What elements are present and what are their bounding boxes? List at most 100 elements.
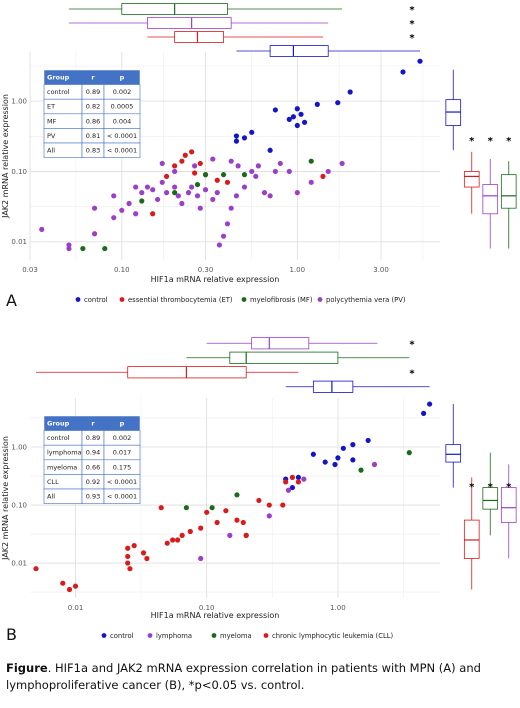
data-point [286, 168, 292, 175]
data-point [314, 101, 320, 107]
data-point [33, 566, 39, 572]
data-point [66, 586, 73, 593]
data-point [332, 461, 338, 468]
legend-label: myelofibrosis (MF) [250, 296, 313, 304]
data-point [66, 245, 72, 252]
x-tick-label: 0.03 [22, 266, 38, 274]
data-point [210, 156, 216, 162]
data-point [125, 553, 131, 560]
significance-mark: * [409, 368, 415, 379]
data-point [227, 532, 233, 538]
data-point [175, 193, 181, 199]
caption-text: . HIF1a and JAK2 mRNA expression correla… [6, 661, 481, 692]
data-point [285, 487, 292, 493]
table-cell: < 0.0001 [107, 478, 137, 486]
x-tick-label: 0.30 [198, 266, 214, 274]
table-cell: 0.82 [86, 103, 100, 111]
data-point [294, 106, 300, 112]
data-point [80, 245, 86, 252]
data-point [350, 442, 356, 448]
legend-label: lymphoma [156, 632, 192, 640]
box [482, 487, 499, 510]
data-point [183, 505, 189, 511]
data-point [301, 476, 307, 482]
x-tick-label: 0.10 [199, 604, 215, 612]
data-point [179, 532, 185, 538]
box [482, 184, 499, 215]
data-point [125, 560, 131, 566]
data-point [325, 168, 331, 175]
table-cell: 0.017 [113, 449, 132, 457]
data-point [308, 158, 314, 164]
data-point [189, 184, 195, 190]
legend-label: control [110, 632, 134, 640]
data-point [266, 502, 272, 508]
data-point [272, 107, 278, 113]
significance-mark: * [488, 136, 494, 147]
data-point [155, 196, 161, 203]
data-point [417, 58, 423, 64]
data-point [197, 160, 203, 167]
boxplot-x-myeloma [186, 351, 410, 364]
data-point [228, 205, 234, 211]
table-cell: 0.89 [86, 434, 100, 442]
x-tick-label: 0.10 [114, 266, 130, 274]
data-point [220, 233, 227, 239]
data-point [308, 179, 314, 185]
table-cell-box [103, 488, 141, 504]
table-cell: lymphoma [47, 449, 82, 457]
boxplot-y-myeloma: * [482, 452, 499, 536]
x-tick-label: 1.00 [290, 266, 306, 274]
panel-label: A [6, 291, 17, 310]
significance-mark: * [488, 482, 494, 493]
data-point [289, 484, 296, 491]
data-point [214, 177, 220, 183]
data-point [150, 211, 156, 217]
table-cell: < 0.0001 [107, 147, 137, 155]
table-cell: myeloma [47, 463, 77, 471]
data-point [240, 519, 246, 526]
data-point [189, 149, 195, 155]
data-point [255, 163, 261, 169]
boxplot-x-chronic lymphocytic leukemia (CLL): * [36, 366, 415, 379]
data-point [144, 555, 150, 562]
data-point [91, 205, 98, 211]
table-cell: 0.94 [86, 449, 100, 457]
boxplot-y-chronic lymphocytic leukemia (CLL): * [463, 477, 480, 590]
data-point [283, 479, 289, 485]
data-point [241, 172, 248, 178]
table-header-cell: r [91, 420, 95, 428]
series-polycythemia vera (PV) [39, 156, 345, 252]
data-point [294, 122, 300, 129]
panel-label: B [6, 625, 17, 644]
data-point [209, 505, 215, 511]
legend-label: myeloma [220, 632, 252, 640]
data-point [187, 528, 193, 535]
data-point [234, 517, 240, 523]
table-cell: 0.175 [113, 463, 132, 471]
data-point [241, 135, 248, 141]
data-point [172, 163, 178, 169]
data-point [179, 158, 185, 164]
data-point [139, 198, 145, 204]
stats-table: Group r p control 0.89 0.002 ET 0.82 0.0005 MF 0.8… [43, 69, 141, 158]
data-point [290, 114, 296, 120]
table-cell: 0.002 [113, 88, 132, 96]
data-point [421, 410, 427, 416]
y-tick-label: 0.10 [11, 168, 27, 176]
data-point [133, 184, 139, 190]
data-point [179, 200, 185, 207]
boxplot-y-myelofibrosis (MF): * [500, 136, 517, 249]
table-cell: < 0.0001 [107, 132, 137, 140]
series-control [233, 58, 423, 153]
data-point [427, 401, 433, 407]
box [500, 174, 517, 209]
legend-marker [317, 297, 323, 302]
boxplot-y-control [445, 404, 462, 488]
significance-mark: * [506, 136, 512, 147]
table-cell: 0.83 [86, 147, 100, 155]
data-point [133, 211, 139, 217]
box [269, 45, 329, 57]
data-point [102, 245, 108, 252]
